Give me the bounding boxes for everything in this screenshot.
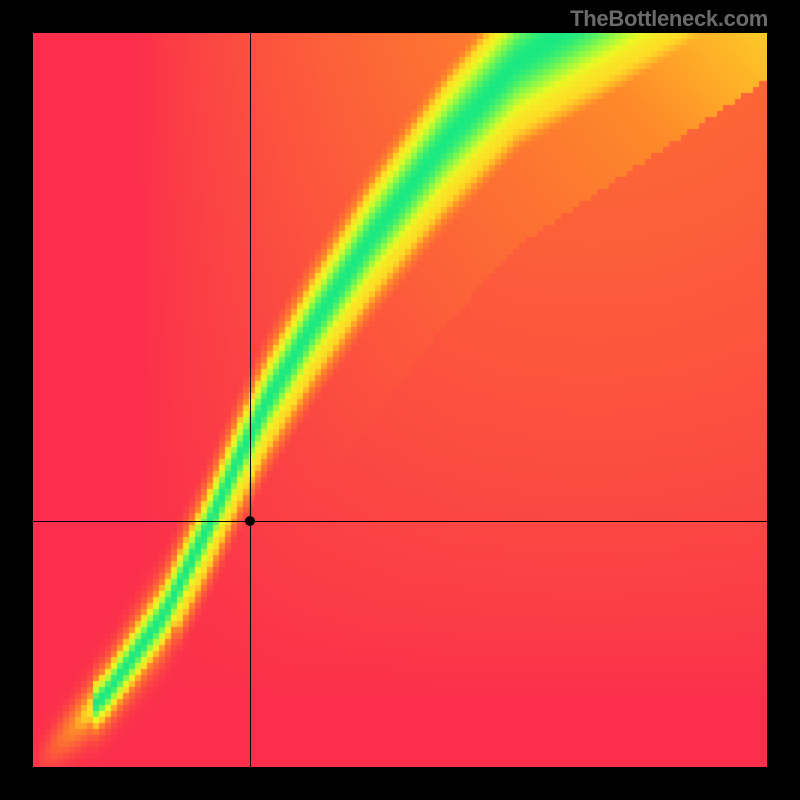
- crosshair-vertical: [250, 33, 251, 767]
- crosshair-horizontal: [33, 521, 767, 522]
- frame-border-left: [0, 0, 33, 800]
- frame-border-bottom: [0, 767, 800, 800]
- heatmap-plot: [33, 33, 767, 767]
- crosshair-marker: [245, 516, 255, 526]
- heatmap-canvas: [33, 33, 767, 767]
- watermark-text: TheBottleneck.com: [570, 6, 768, 32]
- frame-border-right: [767, 0, 800, 800]
